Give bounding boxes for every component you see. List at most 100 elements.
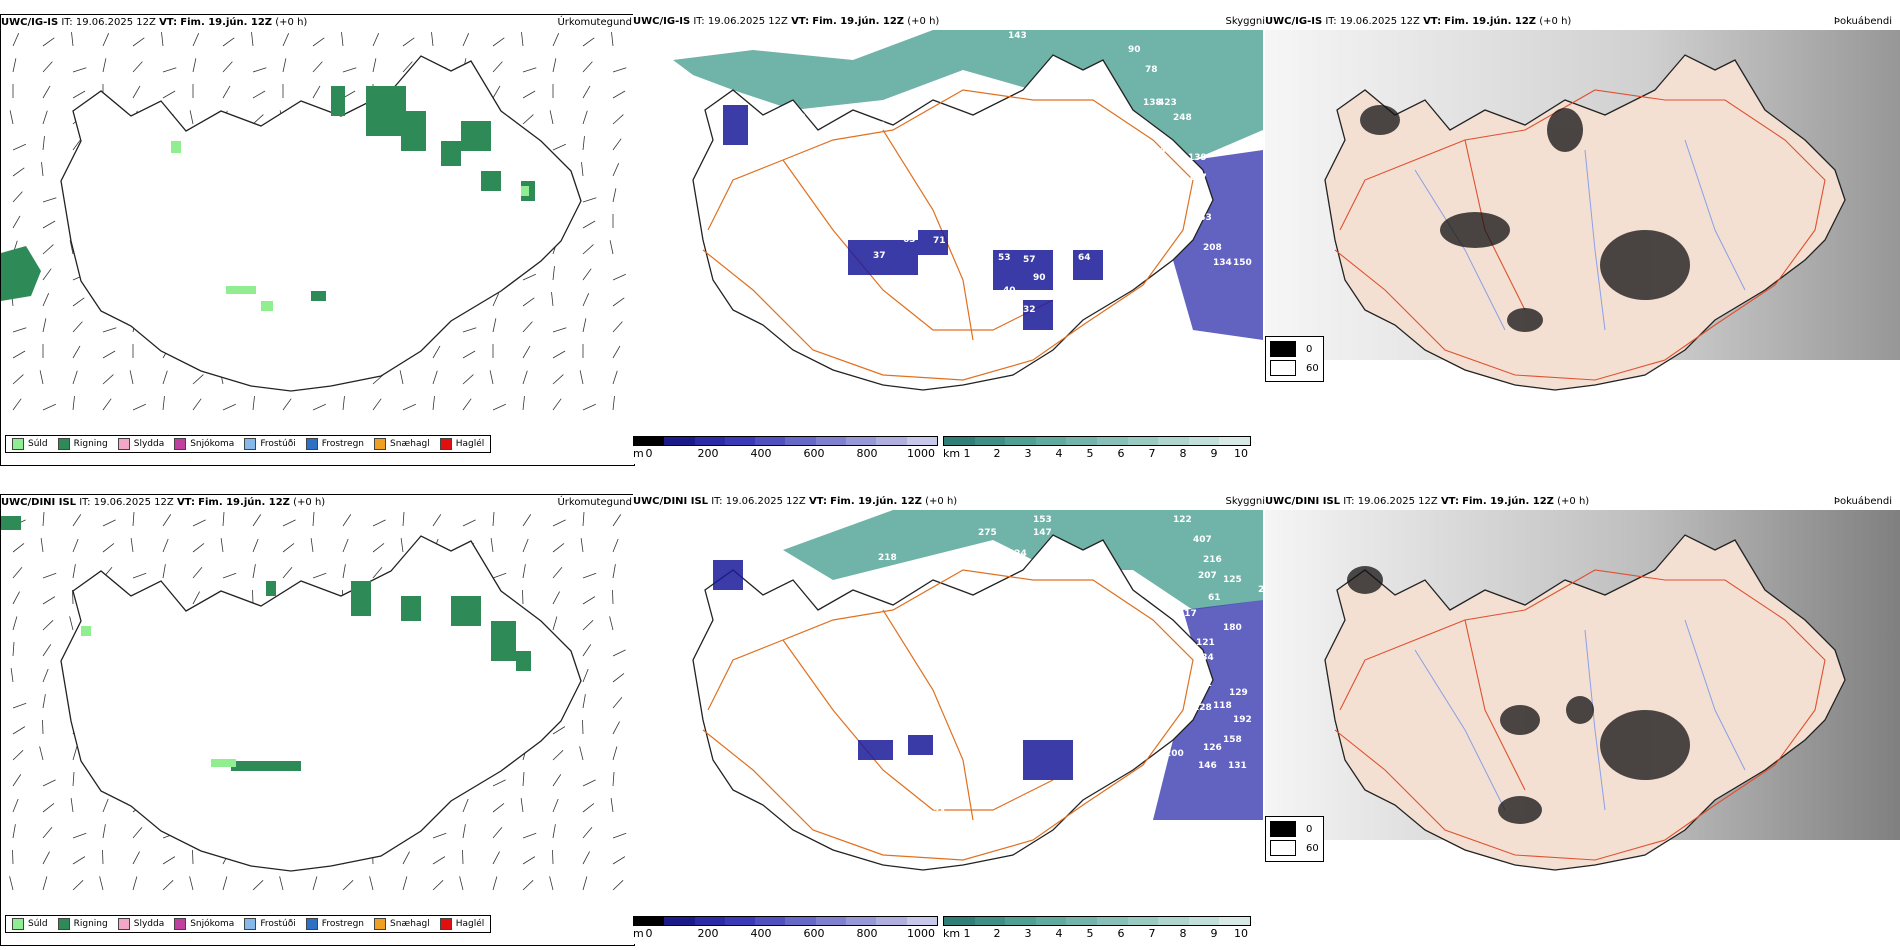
wind-barb bbox=[42, 293, 50, 307]
wind-barb bbox=[462, 327, 477, 333]
wind-barb bbox=[102, 519, 116, 527]
colorbar-step bbox=[1127, 917, 1159, 925]
wind-barb bbox=[581, 162, 584, 177]
fog-legend: 0 60 bbox=[1265, 816, 1324, 862]
wind-barb bbox=[312, 572, 327, 579]
it-value: 19.06.2025 12Z bbox=[1357, 496, 1438, 507]
legend-item: Slydda bbox=[117, 918, 164, 930]
wind-barb bbox=[522, 370, 528, 385]
it-label: IT: bbox=[1325, 16, 1337, 27]
vis-tick: 1 bbox=[963, 447, 971, 460]
cloud-tick: 200 bbox=[697, 927, 719, 940]
wind-barb bbox=[612, 370, 618, 385]
wind-barb bbox=[222, 403, 236, 411]
colorbar-step bbox=[1219, 437, 1250, 445]
wind-barb bbox=[492, 827, 503, 839]
wind-barb bbox=[552, 327, 567, 333]
precip-legend: Súld Rigning Slydda Snjókoma Frostúði Fr… bbox=[5, 915, 492, 933]
wind-barb bbox=[582, 851, 590, 865]
visibility-map: 143 90 78 138 248 423 39 66 92 78 68 149 103 139 137 10… bbox=[673, 30, 1263, 391]
wind-barb bbox=[42, 244, 54, 255]
legend-swatch bbox=[305, 438, 318, 450]
wind-barb bbox=[42, 876, 48, 891]
wind-barb bbox=[522, 297, 535, 307]
wind-barb bbox=[162, 370, 168, 385]
fog-patches bbox=[1347, 566, 1690, 824]
cloud-tick: 800 bbox=[856, 447, 878, 460]
cloud-base-label: 47 bbox=[888, 328, 901, 338]
wind-barb bbox=[132, 851, 140, 865]
it-value: 19.06.2025 12Z bbox=[725, 496, 806, 507]
wind-barb bbox=[222, 85, 231, 99]
cloud-base-label: 90 bbox=[1128, 45, 1141, 55]
legend-swatch bbox=[12, 918, 24, 930]
cloud-tick: 1000 bbox=[907, 927, 935, 940]
lead-time: (+0 h) bbox=[907, 16, 940, 27]
wind-barb bbox=[399, 370, 404, 385]
cloud-base-label: 74 bbox=[933, 808, 946, 818]
wind-barb bbox=[552, 143, 566, 151]
wind-barb bbox=[129, 370, 134, 385]
wind-barb bbox=[162, 856, 176, 865]
cloud-base-label: 217 bbox=[1178, 609, 1197, 619]
iceland-outline bbox=[60, 55, 582, 392]
wind-barb bbox=[192, 519, 206, 527]
cloud-base-label: 153 bbox=[1193, 213, 1212, 223]
panel-title: Skyggni bbox=[1225, 496, 1265, 507]
cloud-base-areas bbox=[723, 105, 1103, 330]
roads bbox=[1334, 569, 1826, 861]
vt-label: VT: bbox=[808, 496, 827, 507]
wind-barb bbox=[132, 61, 143, 73]
wind-barb bbox=[492, 403, 506, 411]
cloud-base-label: 126 bbox=[1088, 599, 1107, 609]
wind-barb bbox=[552, 798, 559, 813]
wind-barb bbox=[492, 318, 497, 333]
wind-barb bbox=[611, 32, 614, 47]
cloud-base-ticks: m 0 200 400 600 800 1000 bbox=[633, 926, 938, 940]
colorbar-step bbox=[785, 437, 816, 445]
wind-barb bbox=[609, 240, 614, 255]
cloud-base-label: 71 bbox=[933, 236, 946, 246]
sea-visibility-north bbox=[673, 30, 1263, 160]
wind-barb bbox=[612, 771, 615, 787]
cloud-base-label: 102 bbox=[1008, 731, 1027, 741]
colorbar-step bbox=[906, 437, 937, 445]
wind-barb bbox=[492, 779, 506, 787]
rivers bbox=[1414, 619, 1746, 811]
panel-title: Þokuábendi bbox=[1833, 496, 1892, 507]
cloud-base-label: 67 bbox=[1093, 708, 1106, 718]
cloud-base-label: 21 bbox=[933, 793, 946, 803]
wind-barb bbox=[12, 774, 22, 787]
wind-barb bbox=[162, 880, 174, 891]
wind-barb bbox=[279, 876, 284, 891]
legend-label: Súld bbox=[28, 919, 48, 929]
cloud-base-label: 32 bbox=[1023, 305, 1036, 315]
cloud-tick: 0 bbox=[645, 447, 653, 460]
wind-barb bbox=[552, 567, 563, 579]
wind-barb bbox=[372, 567, 383, 579]
wind-barb bbox=[462, 824, 466, 839]
wind-barb bbox=[612, 697, 623, 709]
vt-value: Fim. 19.jún. 12Z bbox=[198, 497, 290, 508]
wind-barb bbox=[72, 880, 84, 891]
wind-barb bbox=[72, 370, 78, 385]
wind-barb bbox=[582, 318, 587, 333]
cloud-base-label: 60 bbox=[1008, 751, 1021, 761]
cloud-base-label: 78 bbox=[1073, 729, 1086, 739]
wind-barb bbox=[582, 403, 596, 411]
fog-swatch bbox=[1270, 821, 1296, 837]
wind-barb bbox=[552, 398, 562, 411]
wind-barb bbox=[612, 649, 626, 657]
wind-barb bbox=[582, 719, 584, 735]
colorbar-step bbox=[974, 917, 1006, 925]
it-label: IT: bbox=[693, 16, 705, 27]
wind-barb bbox=[162, 538, 169, 553]
rivers bbox=[1414, 139, 1746, 331]
wind-barb bbox=[282, 33, 290, 47]
cloud-base-label: 134 bbox=[1195, 653, 1214, 663]
colorbar-step bbox=[1188, 917, 1220, 925]
wind-barb bbox=[12, 616, 18, 631]
wind-barb bbox=[12, 215, 21, 229]
cloud-base-label: 138 bbox=[1143, 98, 1162, 108]
